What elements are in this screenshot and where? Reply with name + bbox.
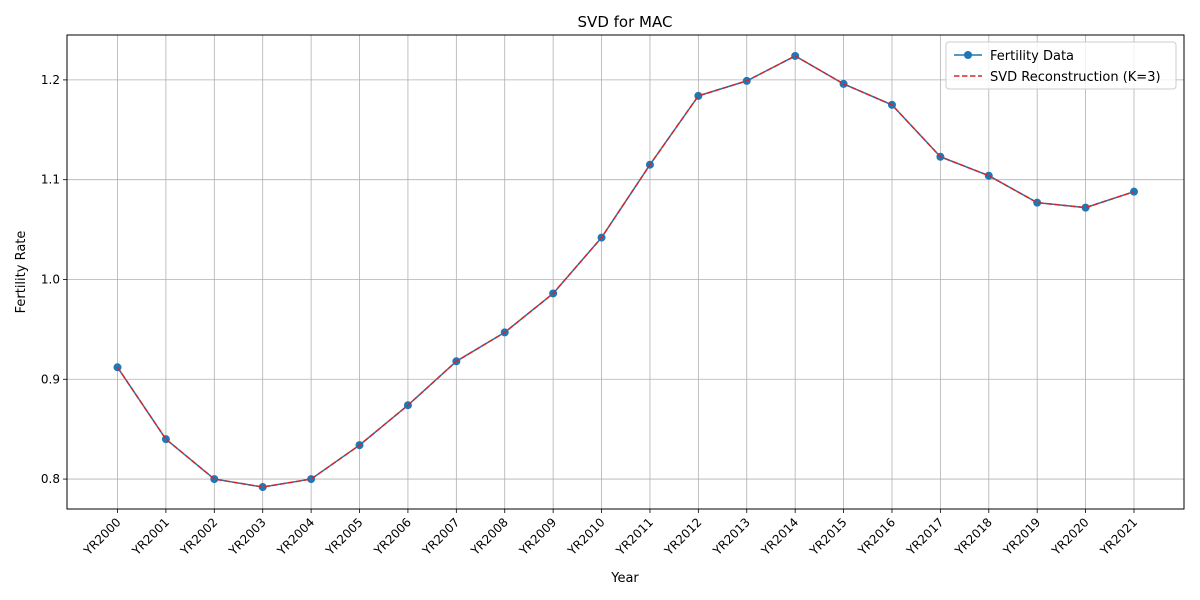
series-line-svd-reconstruction [116, 55, 1135, 488]
y-tick-label: 1.2 [41, 73, 60, 87]
legend: Fertility Data SVD Reconstruction (K=3) [945, 41, 1177, 90]
chart-title: SVD for MAC [578, 13, 673, 31]
x-axis-title: Year [610, 571, 639, 586]
legend-label-svd-reconstruction: SVD Reconstruction (K=3) [990, 70, 1161, 85]
y-axis-title: Fertility Rate [14, 231, 29, 314]
y-tick-label: 0.9 [41, 372, 60, 386]
plot-series [113, 51, 1138, 492]
grid-lines [67, 35, 1184, 509]
legend-marker-fertility-data [964, 51, 972, 59]
data-point-fertility-data [984, 171, 993, 180]
data-point-fertility-data [1081, 203, 1090, 212]
legend-box [945, 41, 1177, 90]
y-tick-label: 0.8 [41, 472, 60, 486]
data-point-fertility-data [791, 51, 800, 60]
data-point-fertility-data [839, 79, 848, 88]
data-point-fertility-data [1033, 198, 1042, 207]
plot-area-frame [66, 34, 1185, 510]
legend-label-fertility-data: Fertility Data [990, 49, 1074, 64]
y-tick-label: 1.1 [41, 173, 60, 187]
y-tick-label: 1.0 [41, 272, 60, 286]
data-point-fertility-data [258, 483, 267, 492]
